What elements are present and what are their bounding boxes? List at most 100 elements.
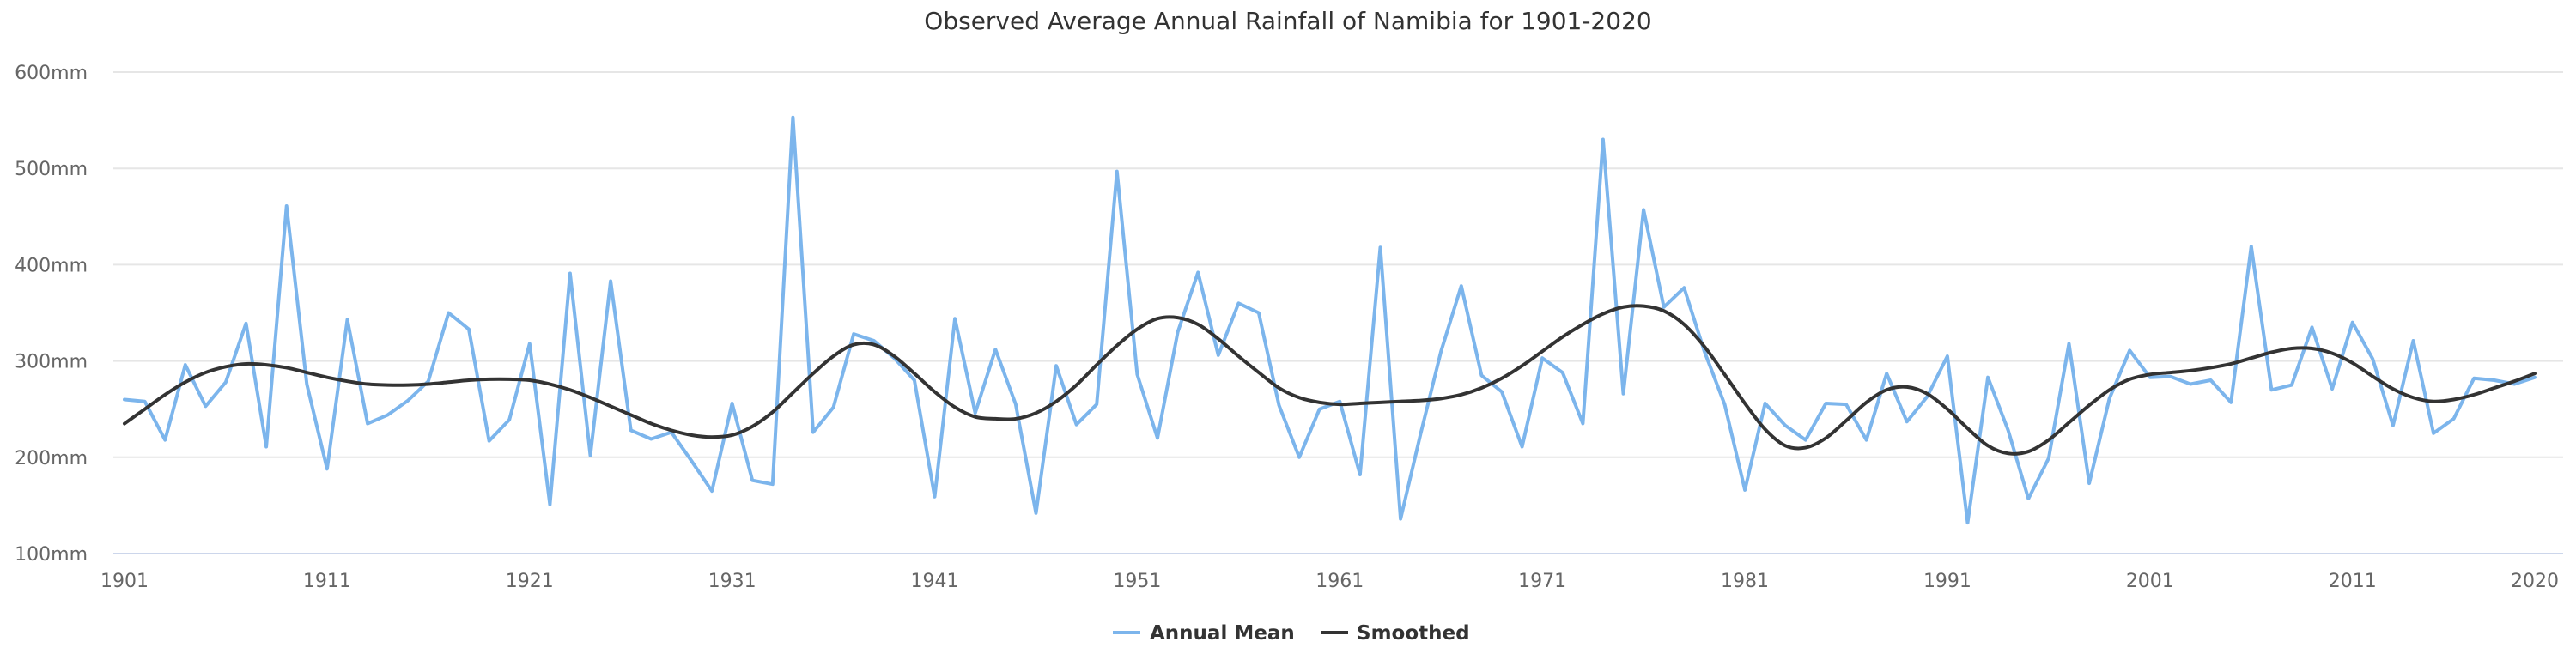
data-point[interactable] — [1945, 354, 1950, 359]
data-point[interactable] — [730, 433, 735, 438]
data-point[interactable] — [507, 377, 512, 382]
data-point[interactable] — [2350, 360, 2355, 366]
data-point[interactable] — [790, 115, 795, 120]
data-point[interactable] — [952, 316, 957, 321]
data-point[interactable] — [1844, 402, 1849, 407]
data-point[interactable] — [2492, 385, 2497, 391]
data-point[interactable] — [1033, 511, 1038, 516]
data-point[interactable] — [1176, 315, 1181, 320]
data-point[interactable] — [1054, 399, 1059, 404]
data-point[interactable] — [487, 377, 492, 382]
data-point[interactable] — [1277, 385, 1282, 391]
data-point[interactable] — [405, 398, 410, 403]
data-point[interactable] — [1905, 419, 1910, 424]
data-point[interactable] — [811, 430, 816, 435]
data-point[interactable] — [1763, 401, 1768, 406]
data-point[interactable] — [143, 399, 148, 404]
data-point[interactable] — [2107, 396, 2112, 401]
data-point[interactable] — [2310, 324, 2315, 330]
data-point[interactable] — [1499, 390, 1504, 395]
data-point[interactable] — [1438, 396, 1443, 401]
data-point[interactable] — [162, 438, 167, 443]
data-point[interactable] — [608, 278, 613, 283]
data-point[interactable] — [1763, 427, 1768, 432]
data-point[interactable] — [2026, 496, 2031, 501]
data-point[interactable] — [284, 203, 289, 209]
data-point[interactable] — [770, 481, 775, 487]
data-point[interactable] — [1580, 322, 1585, 327]
data-point[interactable] — [122, 397, 127, 402]
data-point[interactable] — [2087, 481, 2092, 486]
data-point[interactable] — [1540, 355, 1545, 360]
data-point[interactable] — [1520, 363, 1525, 368]
data-point[interactable] — [1722, 402, 1727, 407]
data-point[interactable] — [1985, 375, 1990, 380]
data-point[interactable] — [2391, 386, 2396, 391]
data-point[interactable] — [2451, 397, 2457, 402]
legend-item-smoothed[interactable]: Smoothed — [1321, 622, 1470, 645]
data-point[interactable] — [1074, 422, 1079, 427]
data-point[interactable] — [1134, 372, 1139, 377]
data-point[interactable] — [223, 379, 228, 385]
data-point[interactable] — [1094, 362, 1099, 367]
data-point[interactable] — [831, 354, 836, 359]
data-point[interactable] — [2289, 346, 2294, 351]
data-point[interactable] — [770, 409, 775, 415]
data-point[interactable] — [264, 362, 269, 367]
data-point[interactable] — [183, 362, 188, 367]
data-point[interactable] — [2370, 374, 2375, 379]
data-point[interactable] — [1662, 308, 1667, 313]
data-point[interactable] — [203, 403, 208, 409]
data-point[interactable] — [1783, 423, 1788, 428]
data-point[interactable] — [1823, 401, 1828, 406]
data-point[interactable] — [183, 379, 188, 385]
data-point[interactable] — [1540, 348, 1545, 354]
data-point[interactable] — [1054, 363, 1059, 368]
data-point[interactable] — [973, 415, 978, 420]
data-point[interactable] — [933, 494, 938, 500]
data-point[interactable] — [1499, 376, 1504, 381]
series-line-annual-mean[interactable] — [123, 115, 2537, 525]
data-point[interactable] — [365, 421, 370, 427]
data-point[interactable] — [1216, 336, 1221, 342]
data-point[interactable] — [1864, 438, 1869, 443]
data-point[interactable] — [2208, 378, 2214, 383]
data-point[interactable] — [2046, 456, 2051, 461]
data-point[interactable] — [2431, 431, 2436, 436]
data-point[interactable] — [2471, 376, 2476, 381]
data-point[interactable] — [629, 412, 634, 417]
data-point[interactable] — [1176, 330, 1181, 335]
data-point[interactable] — [872, 342, 877, 348]
data-point[interactable] — [1438, 348, 1443, 354]
data-point[interactable] — [2492, 378, 2497, 383]
data-point[interactable] — [1377, 400, 1382, 405]
data-point[interactable] — [1033, 410, 1038, 415]
data-point[interactable] — [1337, 402, 1342, 407]
data-point[interactable] — [2026, 449, 2031, 454]
data-point[interactable] — [2451, 416, 2457, 421]
data-point[interactable] — [2228, 361, 2233, 366]
data-point[interactable] — [2066, 341, 2071, 346]
data-point[interactable] — [1479, 372, 1484, 378]
data-point[interactable] — [1985, 443, 1990, 448]
data-point[interactable] — [1459, 392, 1464, 397]
data-point[interactable] — [1621, 305, 1626, 310]
data-point[interactable] — [2532, 371, 2537, 376]
data-point[interactable] — [1115, 169, 1120, 174]
data-point[interactable] — [1419, 398, 1424, 403]
data-point[interactable] — [831, 404, 836, 409]
data-point[interactable] — [244, 321, 249, 326]
data-point[interactable] — [1134, 327, 1139, 332]
data-point[interactable] — [547, 502, 552, 507]
data-point[interactable] — [1681, 322, 1686, 327]
data-point[interactable] — [750, 478, 755, 483]
data-point[interactable] — [244, 361, 249, 366]
data-point[interactable] — [264, 444, 269, 449]
data-point[interactable] — [1013, 402, 1018, 407]
data-point[interactable] — [2167, 370, 2172, 375]
data-point[interactable] — [709, 488, 714, 494]
data-point[interactable] — [2006, 451, 2011, 456]
data-point[interactable] — [143, 407, 148, 412]
data-point[interactable] — [730, 401, 735, 406]
series-line-smoothed[interactable] — [123, 304, 2537, 456]
